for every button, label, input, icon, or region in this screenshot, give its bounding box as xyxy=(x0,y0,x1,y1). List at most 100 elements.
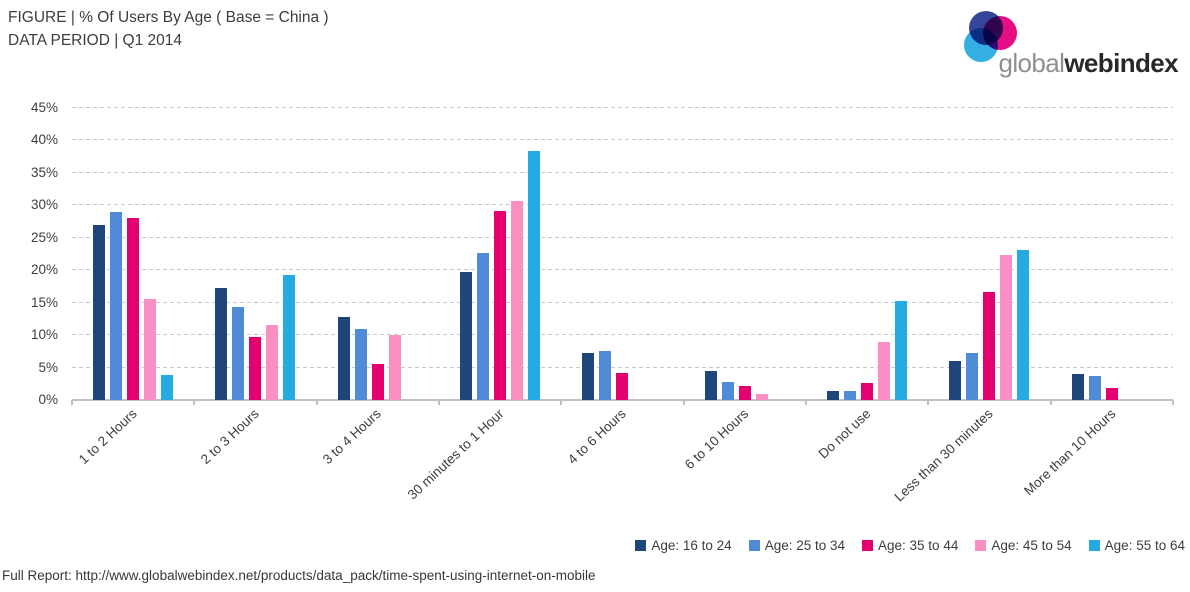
legend-label: Age: 25 to 34 xyxy=(764,538,846,553)
gridline-25 xyxy=(72,236,1173,238)
y-tick-label: 5% xyxy=(38,359,58,375)
bar xyxy=(477,253,490,400)
legend-item: Age: 35 to 44 xyxy=(862,538,958,553)
legend-item: Age: 25 to 34 xyxy=(748,538,846,553)
bar xyxy=(1088,376,1101,400)
bar xyxy=(215,288,228,400)
bar xyxy=(755,394,768,400)
x-axis-tick xyxy=(71,400,73,405)
bar xyxy=(721,381,734,400)
x-axis-tick xyxy=(560,400,563,405)
x-axis-tick xyxy=(315,400,318,405)
bar-group-5 xyxy=(561,108,683,400)
bar xyxy=(93,224,106,400)
x-tick-label: 3 to 4 Hours xyxy=(320,406,385,468)
x-tick-label: Do not use xyxy=(815,406,874,462)
gridline-5 xyxy=(72,366,1173,368)
logo-circle-cyan-icon xyxy=(964,28,998,62)
bar xyxy=(460,271,473,400)
x-tick-label: 6 to 10 Hours xyxy=(681,406,752,473)
legend-item: Age: 55 to 64 xyxy=(1088,538,1185,553)
bar xyxy=(861,383,874,400)
legend-item: Age: 45 to 54 xyxy=(975,538,1072,553)
bar xyxy=(844,390,857,400)
x-axis-tick xyxy=(1172,400,1174,405)
legend-label: Age: 16 to 24 xyxy=(651,538,732,553)
y-axis-labels: 0% 5% 10% 15% 20% 25% 30% 35% 40% 45% xyxy=(0,100,58,408)
bar xyxy=(144,298,157,400)
figure-header: FIGURE | % Of Users By Age ( Base = Chin… xyxy=(8,6,329,52)
logo-word-web: web xyxy=(1064,48,1114,78)
gridline-35 xyxy=(72,171,1173,173)
x-tick-label: 4 to 6 Hours xyxy=(564,406,629,468)
bar xyxy=(1017,250,1030,400)
bar xyxy=(704,370,717,400)
y-tick-label: 25% xyxy=(30,229,58,245)
bar xyxy=(232,307,245,400)
x-axis-tick xyxy=(805,400,807,405)
bar xyxy=(161,374,174,400)
legend-label: Age: 55 to 64 xyxy=(1104,538,1185,553)
gridline-30 xyxy=(72,204,1173,206)
chart-legend: Age: 16 to 24 Age: 25 to 34 Age: 35 to 44 A… xyxy=(635,538,1185,553)
legend-label: Age: 35 to 44 xyxy=(878,538,959,553)
bar xyxy=(878,341,891,400)
bar xyxy=(1071,374,1084,400)
bar xyxy=(895,300,908,400)
bar xyxy=(616,373,629,400)
globalwebindex-logo: globalwebindex xyxy=(964,6,1179,80)
x-axis-line xyxy=(72,399,1173,401)
bar xyxy=(249,337,262,400)
bar xyxy=(599,350,612,400)
legend-label: Age: 45 to 54 xyxy=(991,538,1072,553)
x-tick-label: More than 10 Hours xyxy=(1020,406,1119,499)
x-tick-label: 1 to 2 Hours xyxy=(75,406,140,468)
figure-title: FIGURE | % Of Users By Age ( Base = Chin… xyxy=(8,9,329,26)
legend-swatch-icon xyxy=(748,540,760,551)
gridline-10 xyxy=(72,334,1173,336)
bar-group-9 xyxy=(1051,108,1173,400)
x-axis-tick xyxy=(193,400,196,405)
y-tick-label: 10% xyxy=(30,327,58,343)
bar-group-7 xyxy=(806,108,928,400)
y-tick-label: 45% xyxy=(30,100,58,115)
bar xyxy=(337,316,350,400)
gridline-40 xyxy=(72,139,1173,141)
bar xyxy=(388,335,401,400)
bar xyxy=(1105,387,1118,400)
bar xyxy=(283,275,296,400)
bar-group-3 xyxy=(317,108,439,400)
y-tick-label: 35% xyxy=(30,164,58,180)
bar xyxy=(511,201,524,400)
bar-group-8 xyxy=(928,108,1050,400)
legend-swatch-icon xyxy=(635,540,647,551)
data-period: DATA PERIOD | Q1 2014 xyxy=(8,32,183,49)
bar-group-6 xyxy=(684,108,806,400)
full-report-text: Full Report: http://www.globalwebindex.n… xyxy=(2,568,596,583)
legend-swatch-icon xyxy=(975,540,987,551)
y-tick-label: 0% xyxy=(38,392,58,407)
x-axis-tick xyxy=(682,400,685,405)
x-tick-label: Less than 30 minutes xyxy=(891,406,996,505)
x-axis-tick xyxy=(927,400,930,405)
bar xyxy=(110,211,123,400)
gridline-45 xyxy=(72,107,1173,108)
bar xyxy=(949,361,962,400)
bar xyxy=(738,385,751,400)
bar xyxy=(1000,255,1013,400)
bar xyxy=(966,353,979,400)
logo-word-index: index xyxy=(1113,48,1179,78)
bar xyxy=(494,211,507,400)
bar xyxy=(983,292,996,400)
plot-area xyxy=(71,107,1174,405)
bar xyxy=(371,363,384,400)
y-tick-label: 15% xyxy=(30,294,58,310)
logo-word-global: global xyxy=(998,48,1065,78)
y-tick-label: 20% xyxy=(30,262,58,278)
bar xyxy=(528,150,541,400)
logo-wordmark: globalwebindex xyxy=(998,48,1179,79)
bar-group-1 xyxy=(72,108,194,400)
bar xyxy=(266,324,279,400)
